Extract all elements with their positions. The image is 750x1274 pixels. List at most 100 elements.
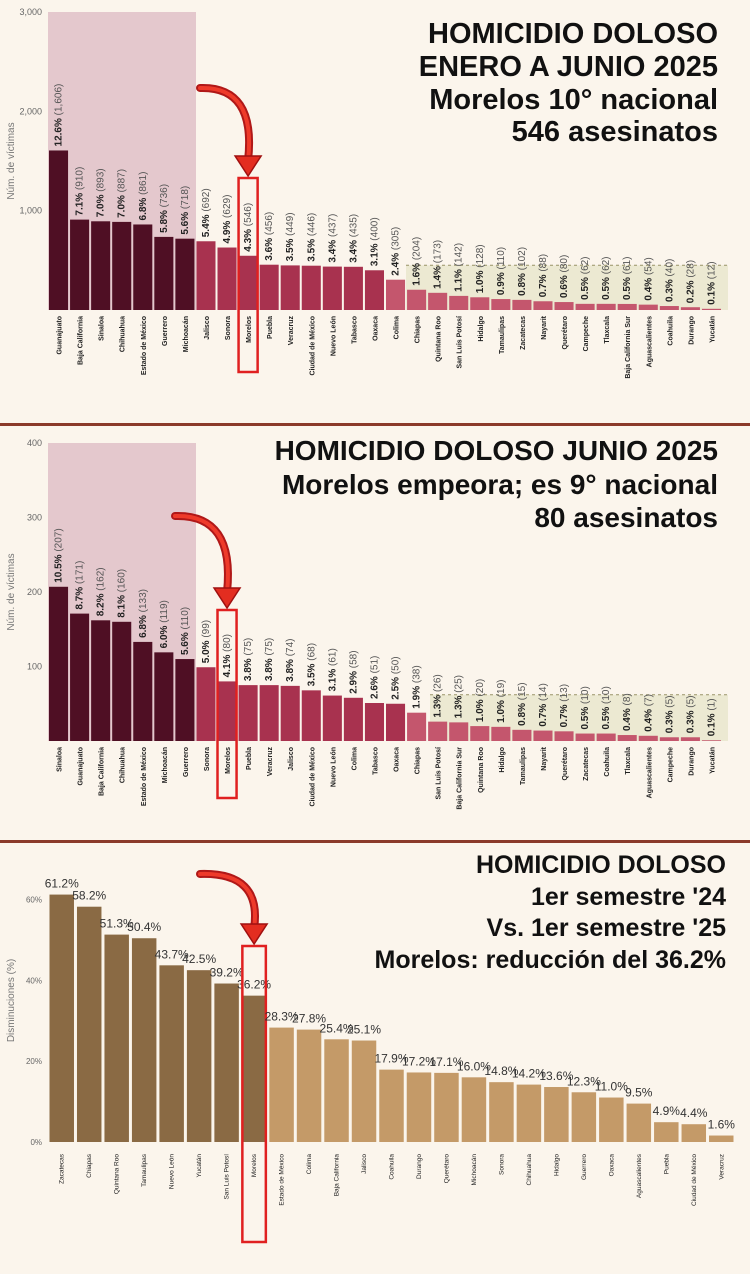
data-label: 25.4% — [320, 1021, 354, 1035]
category-label: Durango — [688, 747, 695, 776]
category-label: Tabasco — [372, 747, 379, 775]
data-label: 0.4% (8) — [622, 693, 633, 731]
pct-label: 4.9% — [222, 221, 233, 244]
bar — [154, 652, 174, 741]
data-label: 0.9% (110) — [496, 247, 507, 295]
count-label: (893) — [96, 168, 107, 194]
bar — [186, 970, 212, 1142]
bar — [214, 983, 239, 1142]
count-label: (88) — [538, 254, 549, 275]
count-label: (14) — [538, 683, 549, 704]
category-label: Jalisco — [361, 1154, 368, 1174]
category-label: Estado de México — [279, 1154, 286, 1206]
pct-label: 7.1% — [75, 193, 86, 216]
pct-label: 3.4% — [348, 240, 359, 263]
category-label: Chihuahua — [120, 316, 127, 352]
headline-line: Morelos empeora; es 9° nacional — [281, 468, 718, 500]
bar — [301, 265, 321, 310]
bar — [701, 308, 721, 310]
count-label: (133) — [138, 589, 149, 615]
bar — [428, 721, 448, 741]
count-label: (173) — [433, 240, 444, 266]
count-label: (12) — [706, 261, 717, 282]
category-label: Guerrero — [581, 1154, 588, 1180]
category-label: Estado de México — [141, 316, 148, 375]
pct-label: 0.7% — [559, 704, 570, 727]
category-label: Quintana Roo — [478, 747, 485, 793]
count-label: (119) — [159, 600, 170, 625]
category-label: Yucatán — [196, 1154, 203, 1178]
category-label: Guerrero — [183, 747, 190, 777]
category-label: Baja California Sur — [457, 747, 464, 810]
count-label: (629) — [222, 195, 233, 221]
category-label: Sinaloa — [57, 747, 64, 772]
bar — [544, 1087, 569, 1142]
bar — [343, 697, 363, 741]
category-label: Ciudad de México — [691, 1154, 698, 1206]
y-tick-label: 1,000 — [19, 206, 42, 216]
category-label: Colima — [394, 316, 401, 339]
bar — [654, 1122, 679, 1142]
pct-label: 8.2% — [96, 593, 107, 616]
bar — [112, 221, 132, 310]
pct-label: 6.8% — [138, 615, 149, 638]
bar — [701, 740, 721, 741]
data-label: 0.3% (5) — [685, 695, 696, 733]
bar — [407, 712, 427, 741]
bar — [680, 307, 700, 310]
data-label: 0.6% (80) — [559, 255, 570, 298]
data-label: 17.2% — [402, 1054, 436, 1068]
pct-label: 1.0% — [496, 700, 507, 723]
pct-label: 1.0% — [475, 699, 486, 722]
category-label: Tamaulipas — [499, 316, 506, 354]
pct-label: 5.6% — [180, 632, 191, 655]
pct-label: 0.1% — [706, 282, 717, 305]
arrow-shaft — [196, 83, 254, 164]
count-label: (80) — [222, 634, 233, 655]
pct-label: 3.5% — [306, 663, 317, 686]
category-label: Tlaxcala — [625, 747, 632, 775]
bar — [49, 150, 69, 310]
data-label: 1.9% (38) — [412, 665, 423, 708]
count-label: (446) — [306, 213, 317, 239]
data-label: 0.4% (7) — [643, 694, 654, 732]
data-label: 0.3% (40) — [664, 259, 675, 302]
category-label: Ciudad de México — [309, 747, 316, 807]
category-label: Sonora — [498, 1154, 505, 1175]
category-label: Baja California — [334, 1154, 341, 1197]
category-label: San Luis Potosí — [457, 315, 464, 369]
count-label: (62) — [601, 256, 612, 277]
category-label: Campeche — [667, 747, 674, 783]
pct-label: 3.6% — [264, 238, 275, 261]
headline-line: Morelos: reducción del 36.2% — [374, 945, 727, 974]
bar — [104, 934, 129, 1142]
data-label: 12.3% — [567, 1074, 601, 1088]
bar — [449, 295, 469, 310]
count-label: (13) — [559, 684, 570, 705]
count-label: (546) — [243, 203, 254, 229]
category-label: Tamaulipas — [520, 747, 527, 785]
bar — [461, 1077, 487, 1142]
bar — [449, 722, 469, 741]
data-label: 3.8% (75) — [264, 638, 275, 681]
pct-label: 3.1% — [369, 243, 380, 266]
category-label: Jalisco — [288, 747, 295, 771]
data-label: 14.8% — [484, 1064, 518, 1078]
pct-label: 3.8% — [264, 658, 275, 681]
bar — [133, 224, 153, 310]
category-label: Guerrero — [162, 316, 169, 346]
category-label: Coahuila — [389, 1154, 396, 1180]
data-label: 17.1% — [429, 1055, 463, 1069]
count-label: (1,606) — [54, 84, 65, 118]
category-label: Chihuahua — [120, 747, 127, 783]
y-tick-label: 300 — [27, 513, 42, 523]
bar — [280, 685, 300, 741]
headline-3: HOMICIDIO DOLOSO 1er semestre '24 Vs. 1e… — [375, 850, 727, 976]
count-label: (102) — [517, 247, 528, 273]
data-label: 10.5% (207) — [54, 528, 65, 582]
pct-label: 7.0% — [96, 194, 107, 217]
data-label: 1.6% — [708, 1118, 736, 1132]
data-label: 0.5% (10) — [580, 686, 591, 729]
bar — [364, 270, 384, 310]
count-label: (204) — [412, 237, 423, 263]
